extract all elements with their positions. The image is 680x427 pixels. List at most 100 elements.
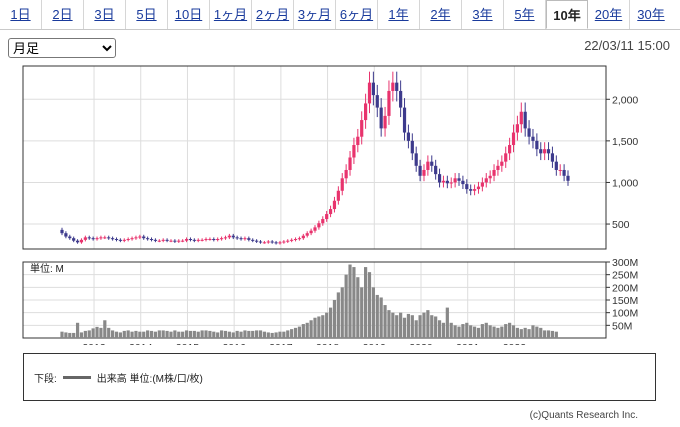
tab-13[interactable]: 10年	[546, 0, 588, 29]
candle-body	[243, 238, 247, 240]
volume-bar	[523, 327, 527, 338]
price-grid	[23, 66, 606, 249]
volume-bar	[500, 326, 504, 338]
candle-body	[251, 239, 255, 241]
candle-body	[118, 239, 122, 241]
year-tick-label: 2018	[316, 342, 340, 345]
tab-15[interactable]: 30年	[637, 7, 665, 22]
candle-body	[255, 240, 259, 242]
volume-bar	[356, 277, 360, 338]
volume-bar	[360, 287, 364, 338]
volume-bar	[223, 330, 228, 338]
volume-bar	[149, 330, 154, 338]
tab-6[interactable]: 2ヶ月	[252, 0, 294, 29]
candle-body	[422, 169, 426, 176]
volume-bar	[282, 331, 286, 338]
volume-bar	[496, 327, 500, 338]
tab-0[interactable]: 1日	[0, 0, 42, 29]
candle-body	[68, 236, 72, 239]
volume-bar	[344, 274, 348, 338]
candle-body	[410, 140, 414, 154]
tab-5[interactable]: 1ヶ月	[210, 0, 252, 29]
candle-body	[157, 240, 161, 242]
price-tick-label: 1,000	[612, 177, 638, 189]
candle-body	[543, 149, 547, 154]
volume-bar	[406, 313, 411, 338]
candle-body	[445, 180, 449, 184]
volume-bar	[118, 332, 122, 338]
candle-body	[75, 240, 80, 243]
volume-bar	[107, 327, 111, 338]
volume-bar	[72, 332, 76, 338]
candle-body	[504, 153, 508, 162]
volume-bar	[519, 329, 523, 338]
candle-body	[441, 180, 446, 183]
volume-bar	[449, 322, 453, 338]
tab-3[interactable]: 5日	[126, 0, 168, 29]
volume-bar	[290, 329, 294, 338]
candle-body	[313, 227, 317, 231]
volume-bar	[465, 322, 469, 338]
year-axis: 2013 2014 2015 2016 2017 2018 2019 2020 2021 2022	[82, 342, 526, 345]
candle-body	[437, 174, 442, 183]
candle-body	[99, 237, 103, 239]
candle-body	[511, 132, 516, 146]
volume-bar	[157, 330, 161, 338]
candle-body	[286, 240, 290, 242]
volume-bar	[142, 331, 146, 338]
candle-body	[480, 182, 484, 187]
volume-bar	[492, 326, 496, 338]
tab-1[interactable]: 2日	[42, 0, 84, 29]
volume-bar	[247, 330, 251, 338]
volume-bar	[293, 327, 298, 338]
tab-9[interactable]: 1年	[378, 0, 420, 29]
volume-bar	[173, 330, 177, 338]
volume-tick-label: 100M	[612, 308, 638, 320]
volume-bar	[535, 326, 539, 338]
candle-body	[515, 124, 519, 133]
volume-bar	[204, 330, 208, 338]
volume-tick-label: 200M	[612, 282, 638, 294]
tab-8[interactable]: 6ヶ月	[336, 0, 378, 29]
volume-bar	[227, 331, 231, 338]
candle-body	[126, 239, 130, 241]
volume-bar	[258, 330, 263, 338]
volume-bar	[554, 331, 558, 338]
candle-body	[465, 184, 469, 190]
price-tick-label: 500	[612, 219, 630, 231]
tab-12[interactable]: 5年	[504, 0, 546, 29]
volume-bar	[161, 330, 165, 338]
volume-bar	[219, 330, 224, 338]
candle-body	[282, 241, 286, 243]
candle-body	[177, 240, 181, 242]
tab-10[interactable]: 2年	[420, 0, 462, 29]
volume-bar	[192, 330, 196, 338]
price-panel-frame	[22, 65, 607, 250]
volume-bar	[134, 330, 138, 338]
year-tick-label: 2015	[176, 342, 200, 345]
volume-bar	[274, 332, 278, 338]
volume-bar	[83, 330, 87, 338]
volume-bar	[453, 325, 457, 338]
candle-body	[461, 180, 465, 185]
candle-body	[239, 238, 243, 240]
candle-body	[496, 165, 500, 170]
candle-body	[344, 169, 348, 179]
tab-7[interactable]: 3ヶ月	[294, 0, 336, 29]
volume-bar	[391, 312, 395, 338]
candle-body	[539, 149, 543, 154]
candle-body	[484, 178, 488, 183]
chart-interval-select[interactable]: 月足	[8, 38, 116, 58]
volume-tick-label: 150M	[612, 295, 638, 307]
tab-14[interactable]: 20年	[588, 0, 630, 29]
candle-body	[309, 230, 313, 234]
tab-11[interactable]: 3年	[462, 0, 504, 29]
tab-2[interactable]: 3日	[84, 0, 126, 29]
volume-tick-label: 50M	[612, 320, 632, 332]
volume-bar	[508, 322, 512, 338]
volume-bar	[531, 325, 535, 338]
candle-body	[138, 236, 142, 238]
candle-body	[340, 178, 344, 191]
tab-4[interactable]: 10日	[168, 0, 210, 29]
candle-body	[519, 111, 523, 125]
